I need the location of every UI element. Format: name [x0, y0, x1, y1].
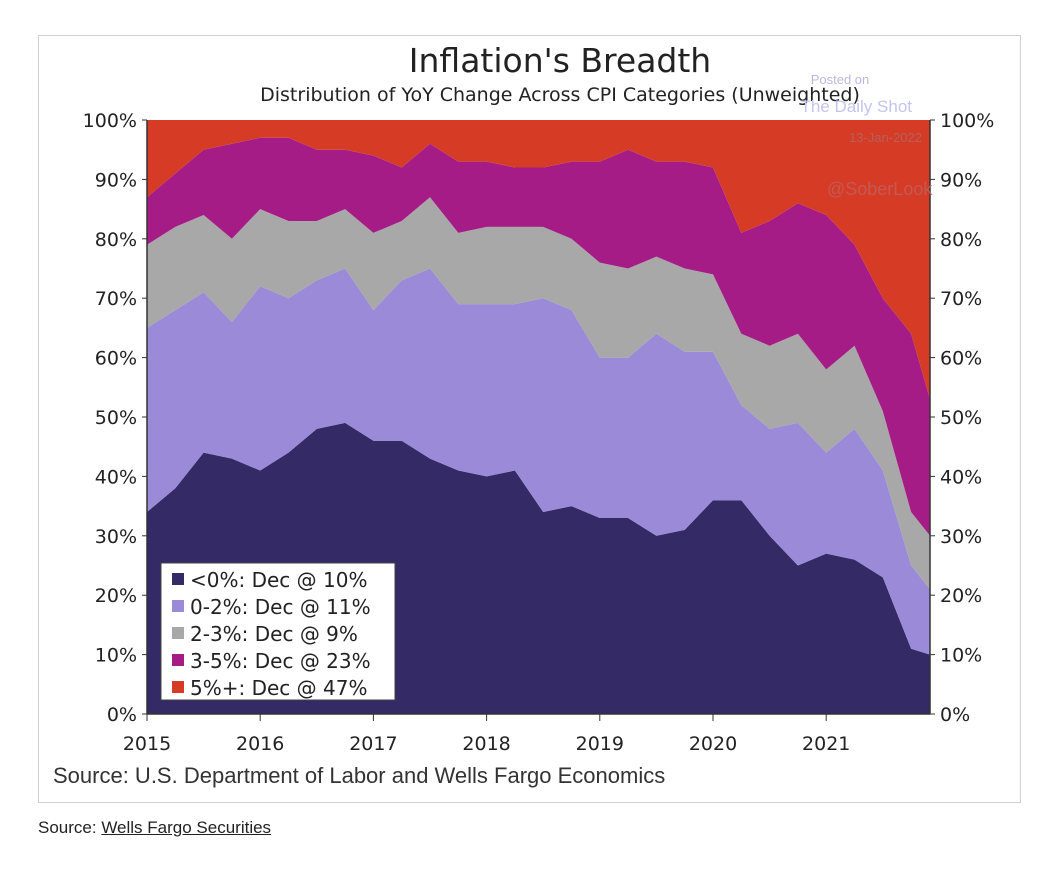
chart-source: Source: U.S. Department of Labor and Wel… — [53, 763, 665, 788]
y-tick-label-left: 60% — [95, 348, 137, 370]
legend-swatch — [172, 627, 184, 639]
y-tick-label-right: 100% — [940, 110, 994, 132]
y-tick-label-left: 50% — [95, 407, 137, 429]
area-series-2 — [147, 197, 930, 590]
y-tick-label-left: 0% — [107, 704, 137, 726]
legend-label: <0%: Dec @ 10% — [190, 568, 367, 592]
watermark-posted: Posted on — [811, 72, 870, 87]
y-tick-label-left: 90% — [95, 169, 137, 191]
legend-swatch — [172, 573, 184, 585]
caption: Source: Wells Fargo Securities — [38, 818, 271, 838]
y-tick-label-right: 70% — [940, 288, 982, 310]
legend-swatch — [172, 600, 184, 612]
y-tick-label-right: 20% — [940, 585, 982, 607]
y-tick-label-left: 30% — [95, 526, 137, 548]
y-tick-label-left: 100% — [83, 110, 137, 132]
x-tick-label: 2020 — [689, 733, 737, 755]
y-tick-label-left: 20% — [95, 585, 137, 607]
legend-swatch — [172, 654, 184, 666]
x-tick-label: 2016 — [236, 733, 284, 755]
y-tick-label-left: 80% — [95, 229, 137, 251]
x-tick-label: 2019 — [576, 733, 624, 755]
watermark-date: 13-Jan-2022 — [849, 130, 922, 145]
caption-prefix: Source: — [38, 818, 102, 837]
y-tick-label-right: 50% — [940, 407, 982, 429]
chart-figure — [38, 35, 1021, 803]
chart-subtitle: Distribution of YoY Change Across CPI Ca… — [260, 84, 860, 106]
legend-swatch — [172, 681, 184, 693]
x-tick-label: 2018 — [462, 733, 510, 755]
y-tick-label-right: 90% — [940, 169, 982, 191]
y-tick-label-left: 10% — [95, 645, 137, 667]
legend-label: 2-3%: Dec @ 9% — [190, 622, 358, 646]
y-tick-label-right: 40% — [940, 466, 982, 488]
y-tick-label-right: 80% — [940, 229, 982, 251]
y-tick-label-right: 10% — [940, 645, 982, 667]
source-link[interactable]: Wells Fargo Securities — [101, 818, 272, 837]
y-tick-label-right: 30% — [940, 526, 982, 548]
y-tick-label-left: 40% — [95, 466, 137, 488]
y-tick-label-left: 70% — [95, 288, 137, 310]
x-tick-label: 2015 — [123, 733, 171, 755]
area-series-1 — [147, 268, 930, 655]
chart-title: Inflation's Breadth — [409, 41, 711, 80]
watermark-daily-shot: The Daily Shot — [801, 97, 913, 116]
y-tick-label-right: 60% — [940, 348, 982, 370]
area-series-3 — [147, 137, 930, 536]
legend-label: 0-2%: Dec @ 11% — [190, 595, 371, 619]
watermark-handle: @SoberLook — [827, 179, 933, 199]
legend-label: 5%+: Dec @ 47% — [190, 676, 367, 700]
x-tick-label: 2021 — [802, 733, 850, 755]
legend-box — [160, 562, 396, 701]
x-tick-label: 2017 — [349, 733, 397, 755]
area-series-4 — [147, 120, 930, 400]
legend-label: 3-5%: Dec @ 23% — [190, 649, 371, 673]
y-tick-label-right: 0% — [940, 704, 970, 726]
